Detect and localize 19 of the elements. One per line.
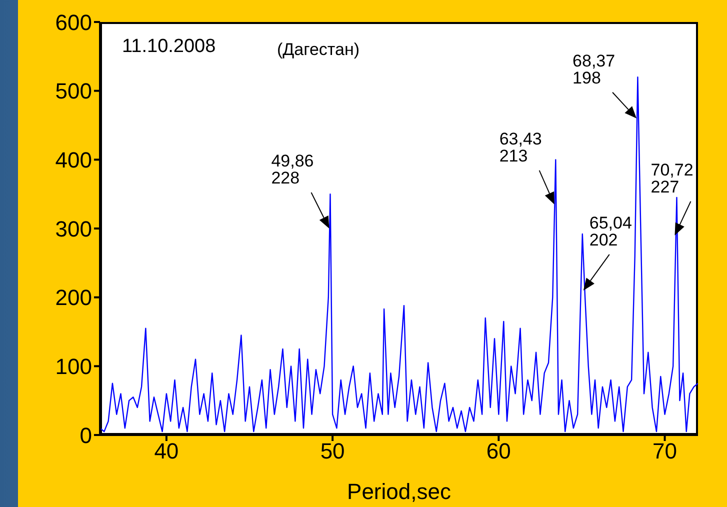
x-tick-label: 70 [652,438,678,464]
annotation: 70,72 227 [650,160,694,196]
annotation: 63,43 213 [499,129,542,166]
x-tick-label: 40 [154,438,179,464]
x-tick-label: 60 [486,438,511,464]
annotation: 68,37 198 [572,51,616,88]
x-tick-label: 50 [320,438,345,464]
y-tick-label: 500 [55,78,92,104]
annotation: 11.10.2008 [122,36,216,58]
annotation: 65,04 202 [589,213,632,250]
y-tick-label: 200 [55,285,92,310]
y-tick-label: 400 [55,147,92,172]
y-tick-label: 600 [55,10,92,35]
annotation: (Дагестан) [277,40,360,60]
x-axis-title: Period,sec [347,479,451,504]
annotation: 49,86 228 [271,152,314,188]
y-tick-label: 100 [55,354,92,379]
y-tick-label: 300 [55,216,92,242]
y-tick-label: 0 [80,422,92,448]
